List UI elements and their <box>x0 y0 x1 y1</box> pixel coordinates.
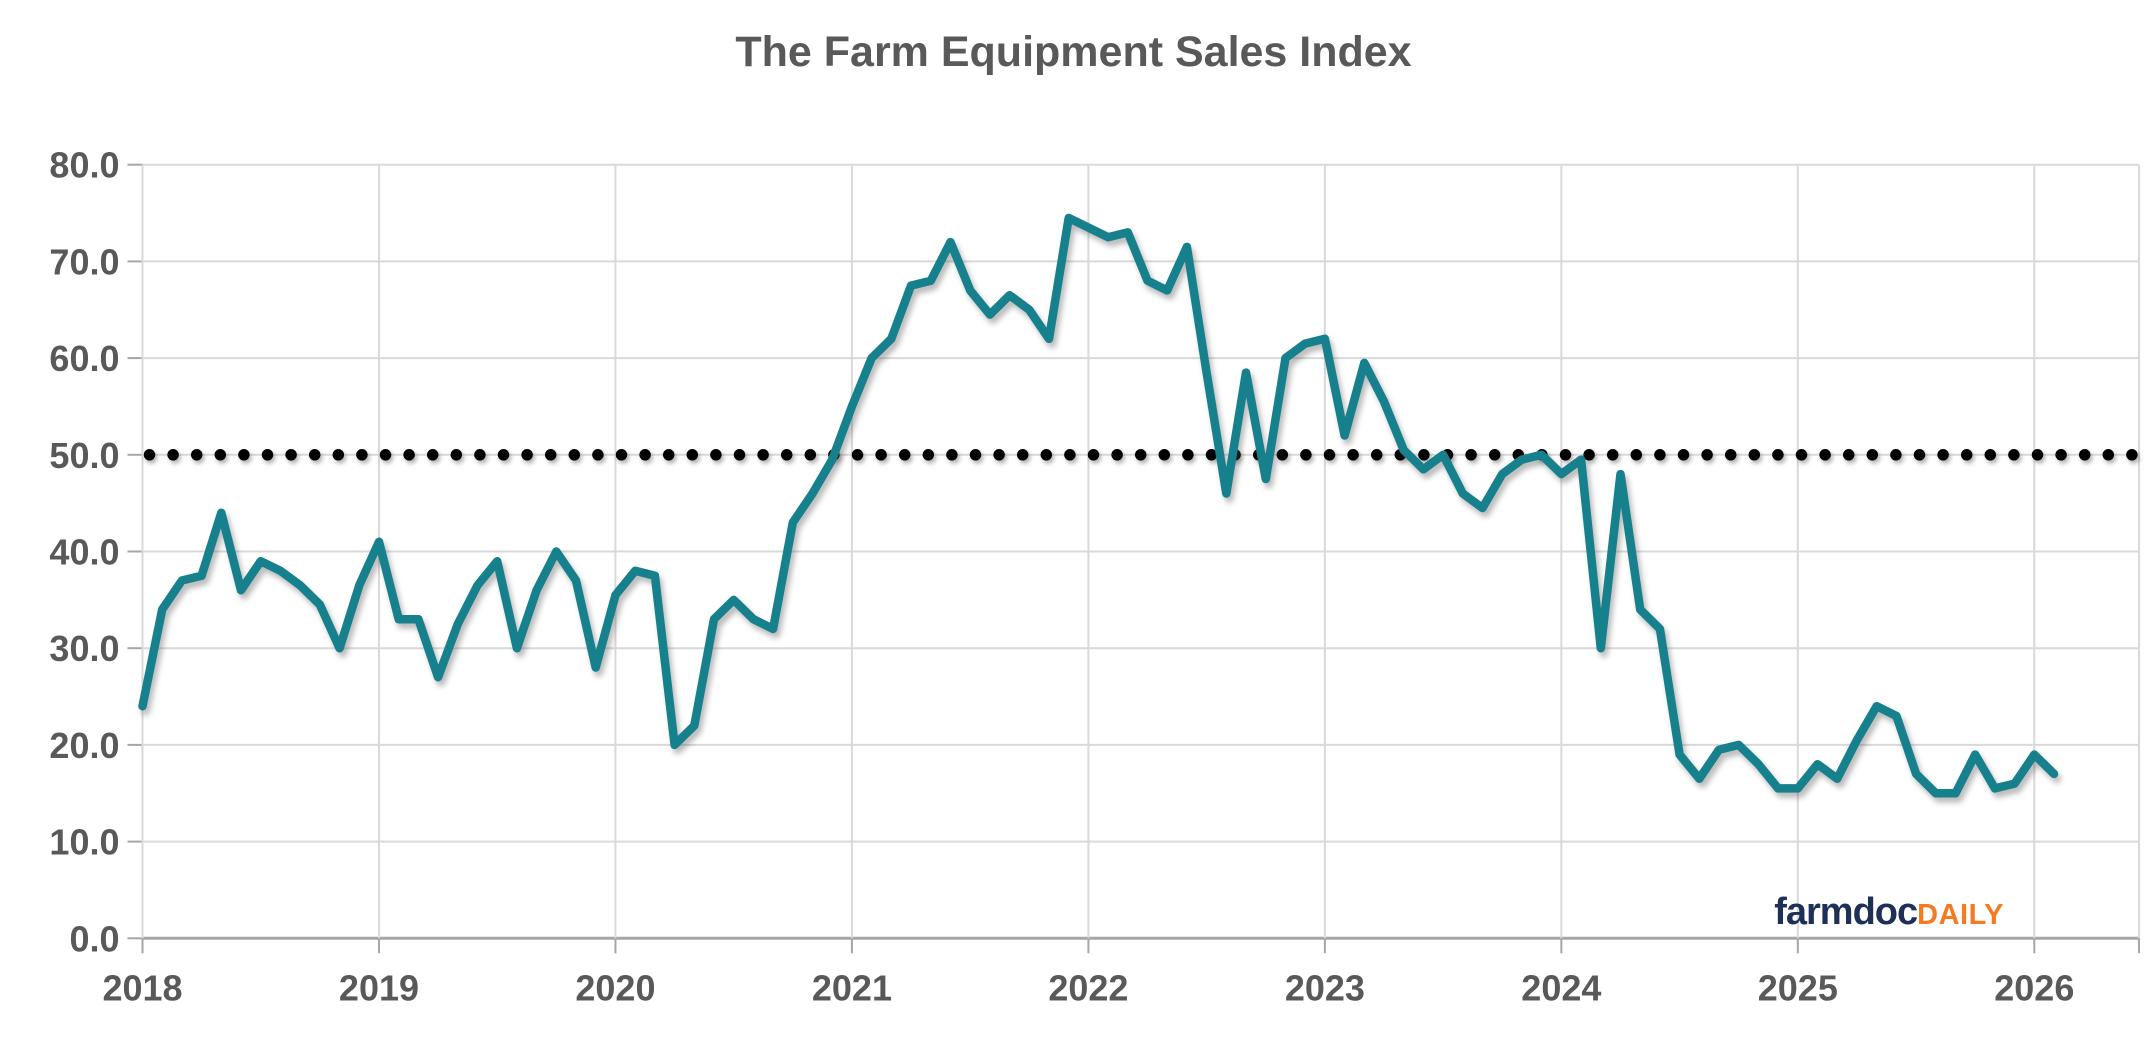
series-line <box>138 213 2059 798</box>
y-tick-label: 70.0 <box>49 241 119 282</box>
y-tick-label: 50.0 <box>49 435 119 476</box>
page-title: The Farm Equipment Sales Index <box>735 28 1412 76</box>
x-tick-label: 2023 <box>1285 967 1365 1008</box>
logo-suffix-text: DAILY <box>1917 899 2004 931</box>
x-tick-label: 2024 <box>1521 967 1601 1008</box>
x-tick-label: 2018 <box>102 967 182 1008</box>
y-tick-label: 80.0 <box>49 145 119 186</box>
y-tick-label: 60.0 <box>49 338 119 379</box>
y-tick-label: 20.0 <box>49 725 119 766</box>
x-tick-label: 2026 <box>1994 967 2074 1008</box>
y-tick-label: 30.0 <box>49 628 119 669</box>
y-tick-label: 10.0 <box>49 822 119 863</box>
x-tick-label: 2022 <box>1048 967 1128 1008</box>
y-tick-label: 40.0 <box>49 532 119 573</box>
logo-brand-text: farmdoc <box>1774 891 1918 933</box>
x-tick-label: 2021 <box>812 967 892 1008</box>
y-tick-label: 0.0 <box>69 918 119 959</box>
x-tick-label: 2019 <box>339 967 419 1008</box>
farmdoc-daily-logo: farmdoc DAILY <box>1774 891 2004 934</box>
x-tick-label: 2025 <box>1758 967 1838 1008</box>
x-tick-label: 2020 <box>575 967 655 1008</box>
